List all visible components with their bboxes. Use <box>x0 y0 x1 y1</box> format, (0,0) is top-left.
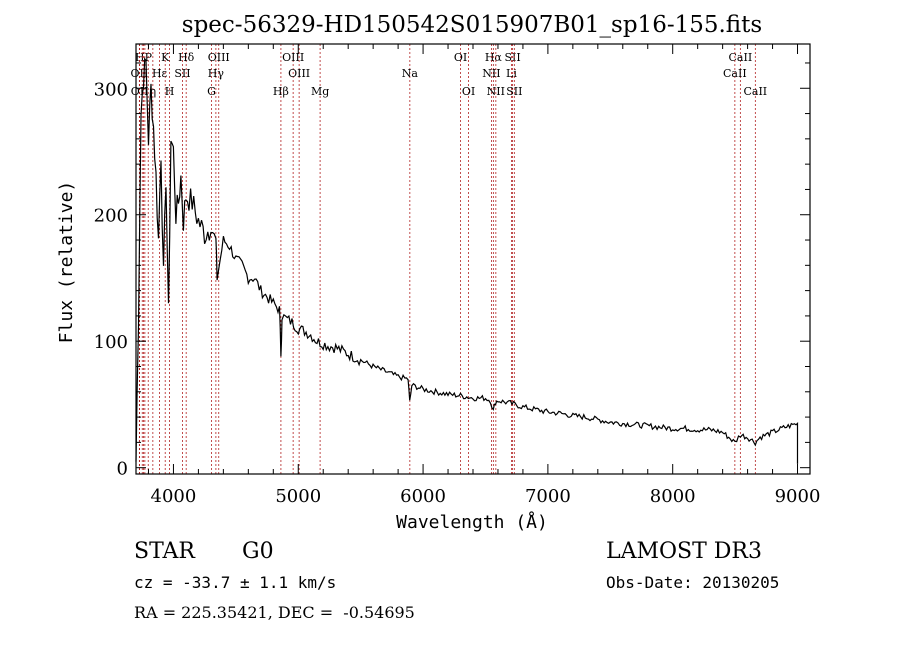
line-marker-label: Mg <box>311 85 329 98</box>
line-marker-label: Hδ <box>178 51 195 64</box>
x-tick-label: 7000 <box>525 486 571 507</box>
line-marker-label: H <box>165 85 175 98</box>
x-tick-label: 8000 <box>650 486 696 507</box>
y-tick-label: 200 <box>94 206 128 227</box>
chart-title: spec-56329-HD150542S015907B01_sp16-155.f… <box>182 12 762 38</box>
x-tick-label: 5000 <box>275 486 321 507</box>
line-marker-label: NII <box>487 85 505 98</box>
object-subclass: G0 <box>242 539 274 564</box>
line-marker-label: η <box>150 85 157 98</box>
line-marker-label: Hα <box>485 51 503 64</box>
y-tick-label: 300 <box>94 79 128 100</box>
axis-ticks: 4000 5000 6000 7000 8000 9000 0 100 200 300 <box>94 44 821 507</box>
line-marker-label: OIII <box>208 51 230 64</box>
x-axis-label: Wavelength (Å) <box>396 511 548 533</box>
line-marker-label: CaII <box>723 67 747 80</box>
line-marker-label: Hε <box>152 67 168 80</box>
y-tick-label: 100 <box>94 332 128 353</box>
line-marker-label: OI <box>454 51 467 64</box>
line-marker-label: OIII <box>288 67 310 80</box>
line-marker-label: OI <box>462 85 475 98</box>
line-marker-label: Na <box>402 67 419 80</box>
line-marker-label: OII <box>131 85 149 98</box>
object-class: STAR <box>134 539 195 564</box>
x-tick-label: 4000 <box>151 486 197 507</box>
line-marker-label: SII <box>504 51 520 64</box>
spectrum-line <box>135 57 799 464</box>
line-marker-label: SII <box>174 67 190 80</box>
line-marker-label: K <box>161 51 170 64</box>
coordinates: RA = 225.35421, DEC = -0.54695 <box>134 603 415 622</box>
line-marker-label: SII <box>506 85 522 98</box>
line-marker-label: Li <box>506 67 517 80</box>
line-marker-label: CaII <box>743 85 767 98</box>
line-marker-label: HP <box>135 51 153 64</box>
x-tick-label: 6000 <box>400 486 446 507</box>
y-tick-label: 0 <box>117 459 128 480</box>
line-marker-label: NII <box>482 67 500 80</box>
plot-frame <box>135 43 811 475</box>
line-marker-label: G <box>207 85 216 98</box>
line-marker-label: OIII <box>282 51 304 64</box>
x-tick-label: 9000 <box>775 486 821 507</box>
survey-name: LAMOST DR3 <box>606 539 762 564</box>
y-axis-label: Flux (relative) <box>56 181 77 344</box>
line-marker-label: CaII <box>729 51 753 64</box>
line-marker-label: Hγ <box>208 67 225 80</box>
observation-date: Obs-Date: 20130205 <box>606 573 780 592</box>
line-marker-label: Hβ <box>273 85 289 98</box>
redshift-cz: cz = -33.7 ± 1.1 km/s <box>134 573 337 592</box>
